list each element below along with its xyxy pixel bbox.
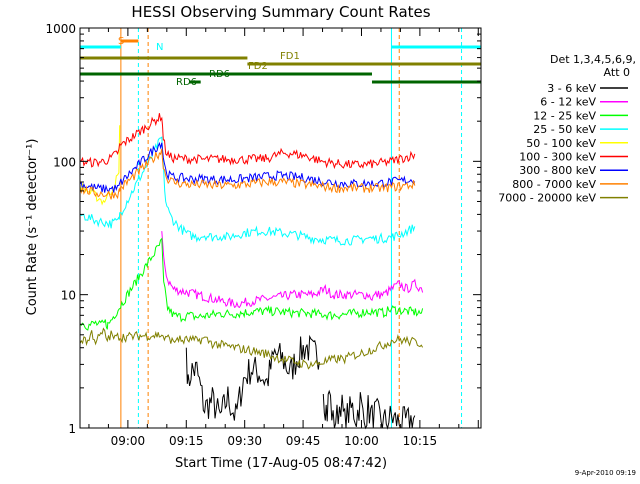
y-axis-label: Count Rate (s⁻¹ detector⁻¹) [25,139,40,316]
x-tick-label-2: 09:30 [227,434,262,448]
legend-title: Det 1,3,4,5,6,9, [550,53,636,66]
legend-label-8: 7000 - 20000 keV [498,192,596,205]
series-line-5 [79,113,416,170]
series-line-2 [79,237,424,331]
series-line-8 [79,327,424,370]
annotation-label-0: S [118,36,124,47]
legend-label-3: 25 - 50 keV [533,123,596,136]
plot-frame [79,27,482,429]
y-tick-label-0: 1 [68,422,76,436]
x-tick-label-4: 10:00 [344,434,379,448]
series-line-1 [161,231,424,309]
annotation-label-3: FD2 [248,61,268,72]
footer-date: 9-Apr-2010 09:19 [575,469,636,477]
y-tick-label-1: 10 [61,289,76,303]
legend-label-7: 800 - 7000 keV [512,178,596,191]
x-tick-label-5: 10:15 [403,434,438,448]
legend-label-6: 300 - 800 keV [519,164,596,177]
legend-label-4: 50 - 100 keV [526,137,596,150]
series-line-7 [79,148,416,200]
x-axis-label: Start Time (17-Aug-05 08:47:42) [175,456,387,471]
legend-label-1: 6 - 12 keV [540,96,596,109]
legend-label-0: 3 - 6 keV [547,82,596,95]
annotation-label-2: FD1 [280,51,300,62]
series-line-3 [79,136,416,246]
legend-subtitle: Att 0 [604,66,630,79]
annotation-label-1: N [156,42,163,53]
y-tick-label-2: 100 [53,155,76,169]
annotation-label-4: RD6 [209,69,230,80]
legend-label-2: 12 - 25 keV [533,109,596,122]
x-tick-label-1: 09:15 [169,434,204,448]
x-tick-label-3: 09:45 [286,434,321,448]
annotation-label-5: RD6 [176,77,197,88]
legend-label-5: 100 - 300 keV [519,151,596,164]
plot-area: S N FD1 FD2 RD6 RD6 1 10 100 1000 09:00 09:15 09:30 0… [45,22,628,448]
x-tick-label-0: 09:00 [111,434,146,448]
chart-title: HESSI Observing Summary Count Rates [131,3,430,21]
y-tick-label-3: 1000 [45,22,76,36]
